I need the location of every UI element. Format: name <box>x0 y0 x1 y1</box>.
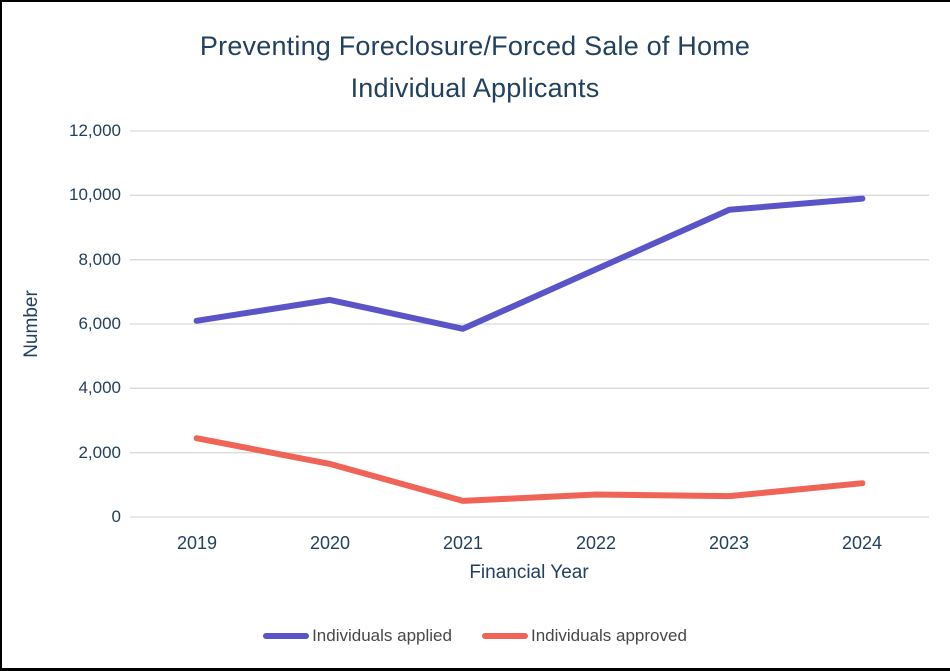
frame-border-top <box>0 0 950 2</box>
x-tick-label: 2020 <box>309 533 351 553</box>
y-tick-label: 6,000 <box>78 314 121 333</box>
legend-item-individuals-applied: Individuals applied <box>263 623 452 649</box>
legend-label: Individuals applied <box>312 626 452 645</box>
legend-label: Individuals approved <box>530 626 687 645</box>
legend-item-individuals-approved: Individuals approved <box>481 623 687 649</box>
legend-swatch-individuals-approved <box>481 633 528 639</box>
line-individuals-applied <box>193 195 866 332</box>
y-tick-label: 4,000 <box>78 378 121 397</box>
frame-border-left <box>0 0 2 671</box>
y-tick-label: 8,000 <box>78 250 121 269</box>
x-tick-label: 2019 <box>176 533 218 553</box>
x-tick-label: 2021 <box>442 533 484 553</box>
x-tick-label: 2022 <box>575 533 617 553</box>
y-tick-label: 10,000 <box>69 185 121 204</box>
y-tick-label: 0 <box>111 507 121 526</box>
y-tick-label: 2,000 <box>78 443 121 462</box>
frame-border-bottom <box>0 668 950 671</box>
y-axis-title: Number <box>21 290 42 358</box>
legend-swatch-individuals-applied <box>263 633 310 639</box>
y-tick-label: 12,000 <box>69 121 121 140</box>
chart-subtitle: Individual Applicants <box>350 73 600 103</box>
legend: Individuals applied Individuals approved <box>0 623 950 649</box>
x-axis-title: Financial Year <box>469 562 589 583</box>
chart-title-block: Preventing Foreclosure/Forced Sale of Ho… <box>0 25 950 109</box>
x-tick-label: 2024 <box>841 533 883 553</box>
chart-title: Preventing Foreclosure/Forced Sale of Ho… <box>199 31 751 61</box>
x-tick-label: 2023 <box>708 533 750 553</box>
line-individuals-approved <box>193 435 866 504</box>
